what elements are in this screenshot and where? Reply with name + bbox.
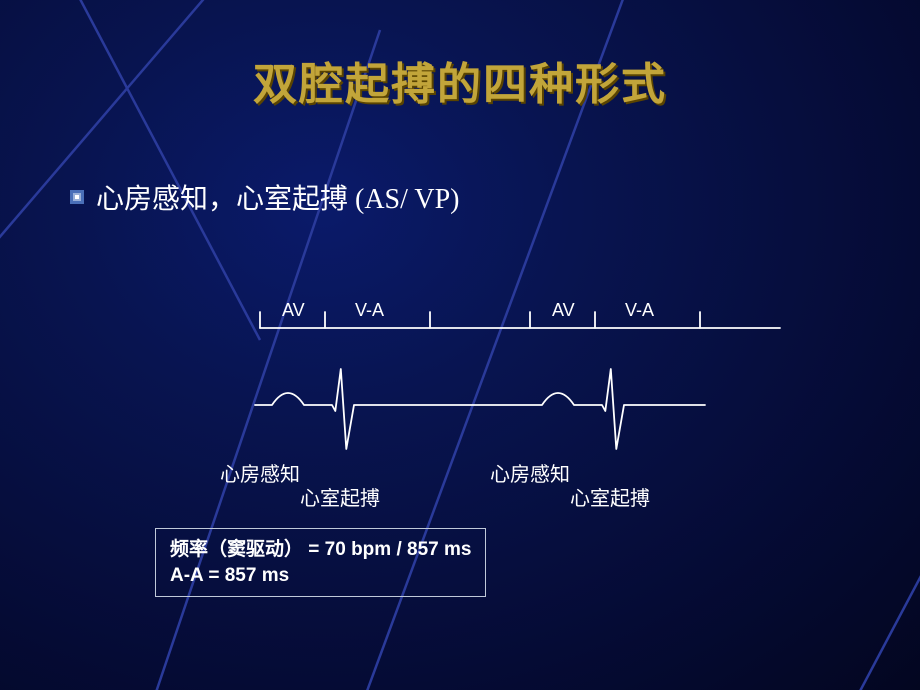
ecg-label: 心室起搏 <box>300 482 380 511</box>
interval-label: V-A <box>355 300 384 321</box>
info-box: 频率（窦驱动） = 70 bpm / 857 msA-A = 857 ms <box>155 528 486 597</box>
timing-diagram: AVV-AAVV-A心房感知心室起搏心房感知心室起搏 <box>260 300 780 480</box>
bullet-row: 心房感知，心室起搏 (AS/ VP) <box>70 177 920 217</box>
interval-label: AV <box>282 300 305 321</box>
bullet-text: 心房感知，心室起搏 (AS/ VP) <box>96 177 460 217</box>
info-box-line: 频率（窦驱动） = 70 bpm / 857 ms <box>170 537 471 563</box>
ecg-label: 心室起搏 <box>570 482 650 511</box>
page-title: 双腔起搏的四种形式 <box>0 0 920 112</box>
ecg-label: 心房感知 <box>490 458 570 487</box>
bullet-icon <box>70 190 84 204</box>
interval-label: AV <box>552 300 575 321</box>
timing-diagram-svg <box>240 300 800 470</box>
ecg-label: 心房感知 <box>220 458 300 487</box>
interval-label: V-A <box>625 300 654 321</box>
info-box-line: A-A = 857 ms <box>170 563 471 589</box>
